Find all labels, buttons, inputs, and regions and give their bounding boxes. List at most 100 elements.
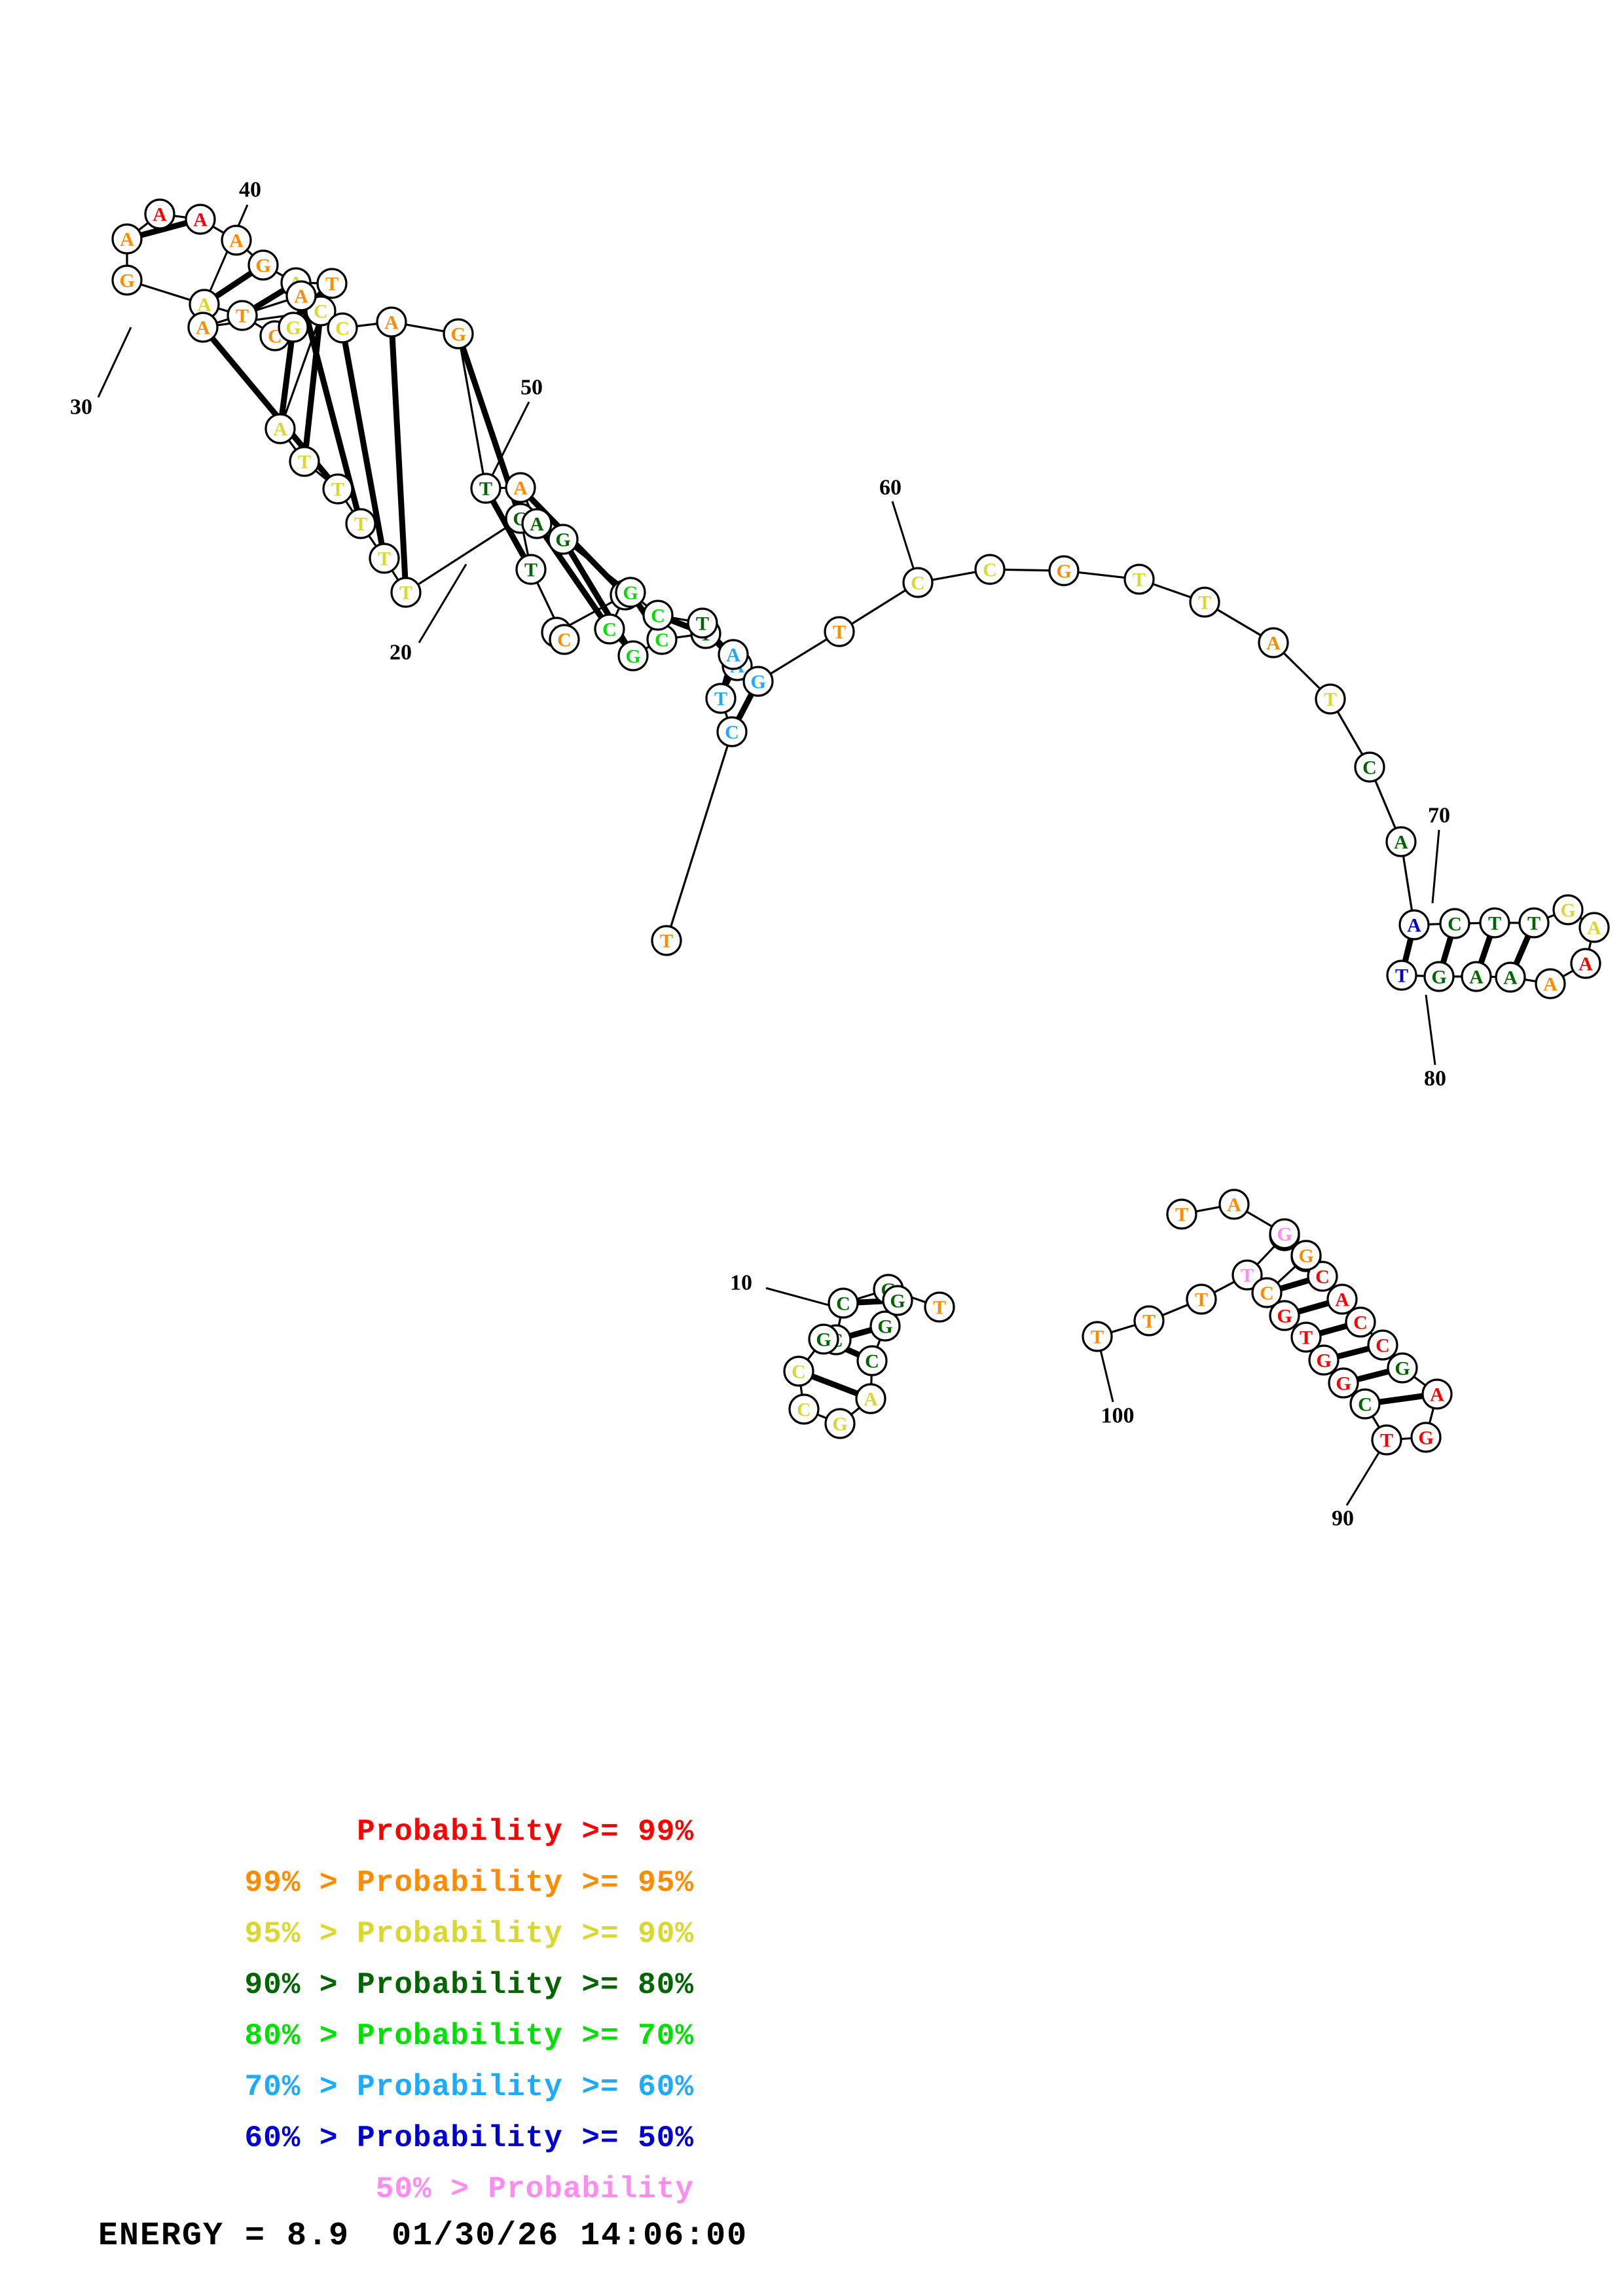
nucleotide-circle[interactable] bbox=[1290, 1240, 1322, 1271]
nucleotide-circle[interactable] bbox=[1387, 1352, 1418, 1384]
nucleotide-circle[interactable] bbox=[882, 1285, 913, 1316]
nucleotide-circle[interactable] bbox=[289, 446, 320, 477]
base-pair-bond bbox=[1357, 1369, 1389, 1382]
nucleotide-circle[interactable] bbox=[521, 508, 553, 539]
nucleotide-circle[interactable] bbox=[227, 300, 258, 331]
nucleotide-circle[interactable] bbox=[615, 577, 646, 608]
nucleotide-circle[interactable] bbox=[828, 1287, 859, 1319]
nucleotide-circle[interactable] bbox=[1123, 564, 1155, 595]
nucleotide-circle[interactable] bbox=[1048, 555, 1080, 586]
nucleotide-circle[interactable] bbox=[278, 312, 309, 343]
nucleotide-circle[interactable] bbox=[1461, 961, 1492, 992]
nucleotide-circle[interactable] bbox=[788, 1393, 820, 1425]
nucleotide-circle[interactable] bbox=[1367, 1329, 1398, 1361]
nucleotide-circle[interactable] bbox=[783, 1355, 814, 1387]
nucleotide-letter: A bbox=[120, 229, 134, 251]
nucleotide-circle[interactable] bbox=[327, 312, 358, 344]
nucleotide-circle[interactable] bbox=[742, 666, 774, 697]
nucleotide-circle[interactable] bbox=[855, 1383, 886, 1414]
nucleotide-circle[interactable] bbox=[1345, 1306, 1376, 1338]
nucleotide-letter: T bbox=[1133, 569, 1146, 591]
nucleotide-letter: C bbox=[602, 619, 617, 641]
nucleotide-circle[interactable] bbox=[470, 473, 501, 504]
nucleotide-circle[interactable] bbox=[1308, 1344, 1340, 1376]
nucleotide-circle[interactable] bbox=[1535, 968, 1566, 999]
nucleotide-circle[interactable] bbox=[1371, 1424, 1402, 1456]
nucleotide-circle[interactable] bbox=[1398, 909, 1430, 941]
nucleotide-circle[interactable] bbox=[1385, 826, 1417, 857]
nucleotide-circle[interactable] bbox=[687, 607, 718, 639]
nucleotide-circle[interactable] bbox=[902, 567, 934, 598]
nucleotide-circle[interactable] bbox=[1307, 1261, 1338, 1292]
nucleotide-circle[interactable] bbox=[549, 624, 580, 655]
nucleotide-circle[interactable] bbox=[515, 554, 547, 585]
nucleotide-circle[interactable] bbox=[1439, 908, 1470, 939]
position-label-70: 70 bbox=[1428, 804, 1450, 828]
nucleotide-circle[interactable] bbox=[285, 280, 317, 312]
nucleotide-circle[interactable] bbox=[718, 639, 749, 670]
nucleotide-circle[interactable] bbox=[187, 312, 219, 343]
nucleotide-circle[interactable] bbox=[505, 472, 536, 503]
nucleotide-circle[interactable] bbox=[1251, 1277, 1283, 1308]
nucleotide-circle[interactable] bbox=[1269, 1218, 1300, 1249]
nucleotide-circle[interactable] bbox=[390, 577, 422, 608]
nucleotide-circle[interactable] bbox=[808, 1323, 839, 1355]
nucleotide-circle[interactable] bbox=[824, 1408, 856, 1439]
nucleotide-circle[interactable] bbox=[316, 268, 348, 299]
nucleotide-circle[interactable] bbox=[376, 306, 407, 338]
nucleotide-circle[interactable] bbox=[1326, 1283, 1358, 1315]
nucleotide-circle[interactable] bbox=[369, 543, 400, 574]
nucleotide-circle[interactable] bbox=[1269, 1300, 1300, 1331]
nucleotide-circle[interactable] bbox=[1231, 1259, 1263, 1291]
nucleotide-circle[interactable] bbox=[1349, 1388, 1381, 1420]
nucleotide-circle[interactable] bbox=[716, 716, 748, 747]
nucleotide-circle[interactable] bbox=[856, 1345, 888, 1376]
nucleotide-circle[interactable] bbox=[1258, 627, 1289, 658]
nucleotide-circle[interactable] bbox=[1386, 960, 1417, 991]
nucleotide-circle[interactable] bbox=[974, 554, 1006, 585]
nucleotide-circle[interactable] bbox=[221, 224, 252, 256]
nucleotide-circle[interactable] bbox=[1570, 948, 1601, 979]
nucleotide-circle[interactable] bbox=[1518, 907, 1550, 939]
nucleotide-circle[interactable] bbox=[1552, 894, 1584, 925]
nucleotide-circle[interactable] bbox=[1423, 961, 1455, 992]
nucleotide-circle[interactable] bbox=[651, 925, 682, 956]
nucleotide-circle[interactable] bbox=[345, 508, 376, 539]
nucleotide-circle[interactable] bbox=[594, 613, 625, 645]
nucleotide-circle[interactable] bbox=[1082, 1321, 1113, 1352]
nucleotide-circle[interactable] bbox=[247, 249, 279, 281]
nucleotide-circle[interactable] bbox=[322, 473, 354, 505]
nucleotide-circle[interactable] bbox=[144, 198, 175, 230]
nucleotide-circle[interactable] bbox=[1133, 1305, 1165, 1336]
nucleotide-circle[interactable] bbox=[1479, 907, 1510, 939]
nucleotide-circle[interactable] bbox=[642, 600, 674, 631]
nucleotide-circle[interactable] bbox=[1186, 1283, 1217, 1315]
nucleotide-circle[interactable] bbox=[1578, 912, 1610, 943]
position-leader-line bbox=[1425, 994, 1436, 1066]
position-label-30: 30 bbox=[70, 395, 92, 420]
nucleotide-bases: TGCCGCCGACGGTCTATCGCGACTGTTTTTATAGAAAAGA… bbox=[111, 198, 1610, 1456]
nucleotide-circle[interactable] bbox=[869, 1310, 901, 1342]
nucleotide-circle[interactable] bbox=[617, 640, 649, 672]
nucleotide-circle[interactable] bbox=[547, 524, 579, 555]
nucleotide-circle[interactable] bbox=[1421, 1378, 1453, 1410]
nucleotide-circle[interactable] bbox=[1328, 1367, 1359, 1399]
base-pair-bond bbox=[1402, 938, 1414, 962]
nucleotide-circle[interactable] bbox=[1189, 586, 1220, 618]
nucleotide-circle[interactable] bbox=[1410, 1422, 1442, 1453]
nucleotide-circle[interactable] bbox=[924, 1291, 955, 1323]
nucleotide-circle[interactable] bbox=[111, 264, 143, 296]
nucleotide-circle[interactable] bbox=[1495, 961, 1526, 993]
nucleotide-circle[interactable] bbox=[1290, 1321, 1322, 1353]
nucleotide-circle[interactable] bbox=[1218, 1189, 1250, 1220]
nucleotide-circle[interactable] bbox=[1354, 751, 1385, 783]
nucleotide-circle[interactable] bbox=[824, 616, 855, 647]
nucleotide-circle[interactable] bbox=[1166, 1198, 1197, 1230]
backbone-segment bbox=[314, 469, 328, 481]
nucleotide-circle[interactable] bbox=[185, 204, 216, 235]
nucleotide-circle[interactable] bbox=[111, 223, 143, 255]
nucleotide-circle[interactable] bbox=[264, 413, 296, 444]
nucleotide-circle[interactable] bbox=[705, 683, 737, 714]
nucleotide-circle[interactable] bbox=[1315, 683, 1346, 715]
nucleotide-circle[interactable] bbox=[443, 318, 474, 350]
